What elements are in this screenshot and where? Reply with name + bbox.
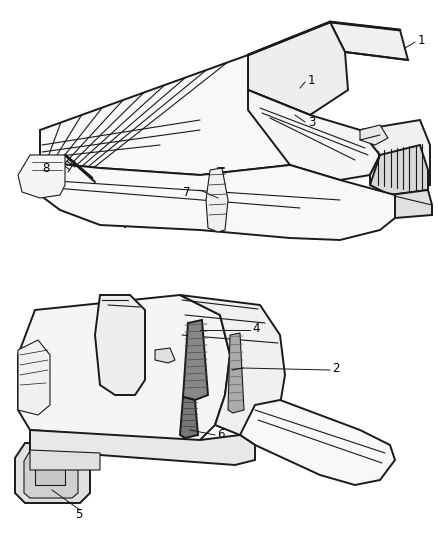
- Polygon shape: [30, 450, 100, 470]
- Polygon shape: [155, 348, 175, 363]
- Polygon shape: [95, 295, 145, 395]
- Circle shape: [24, 491, 32, 499]
- Polygon shape: [206, 168, 228, 232]
- Polygon shape: [228, 333, 244, 413]
- Text: 1: 1: [418, 34, 425, 46]
- Polygon shape: [15, 443, 90, 503]
- Polygon shape: [30, 430, 255, 465]
- Polygon shape: [18, 155, 65, 198]
- Polygon shape: [385, 190, 432, 218]
- Polygon shape: [248, 90, 380, 180]
- Polygon shape: [183, 320, 208, 400]
- Polygon shape: [240, 400, 395, 485]
- Circle shape: [24, 451, 32, 459]
- Text: 7: 7: [183, 185, 190, 198]
- Polygon shape: [180, 397, 198, 438]
- Polygon shape: [35, 463, 65, 485]
- Polygon shape: [18, 340, 50, 415]
- Polygon shape: [24, 451, 78, 498]
- Text: 8: 8: [42, 161, 49, 174]
- Polygon shape: [370, 145, 428, 195]
- Text: 1: 1: [308, 74, 315, 86]
- Text: 3: 3: [308, 116, 315, 128]
- Circle shape: [68, 451, 76, 459]
- Text: 5: 5: [75, 507, 82, 521]
- Polygon shape: [360, 125, 388, 145]
- Circle shape: [68, 491, 76, 499]
- Text: 2: 2: [332, 361, 339, 375]
- Polygon shape: [40, 55, 320, 175]
- Polygon shape: [180, 295, 285, 435]
- Polygon shape: [330, 22, 408, 60]
- Polygon shape: [40, 162, 395, 240]
- Text: 4: 4: [252, 321, 259, 335]
- Polygon shape: [248, 22, 348, 115]
- Circle shape: [45, 467, 59, 481]
- Text: 6: 6: [217, 427, 225, 440]
- Polygon shape: [360, 120, 430, 195]
- Polygon shape: [18, 295, 230, 440]
